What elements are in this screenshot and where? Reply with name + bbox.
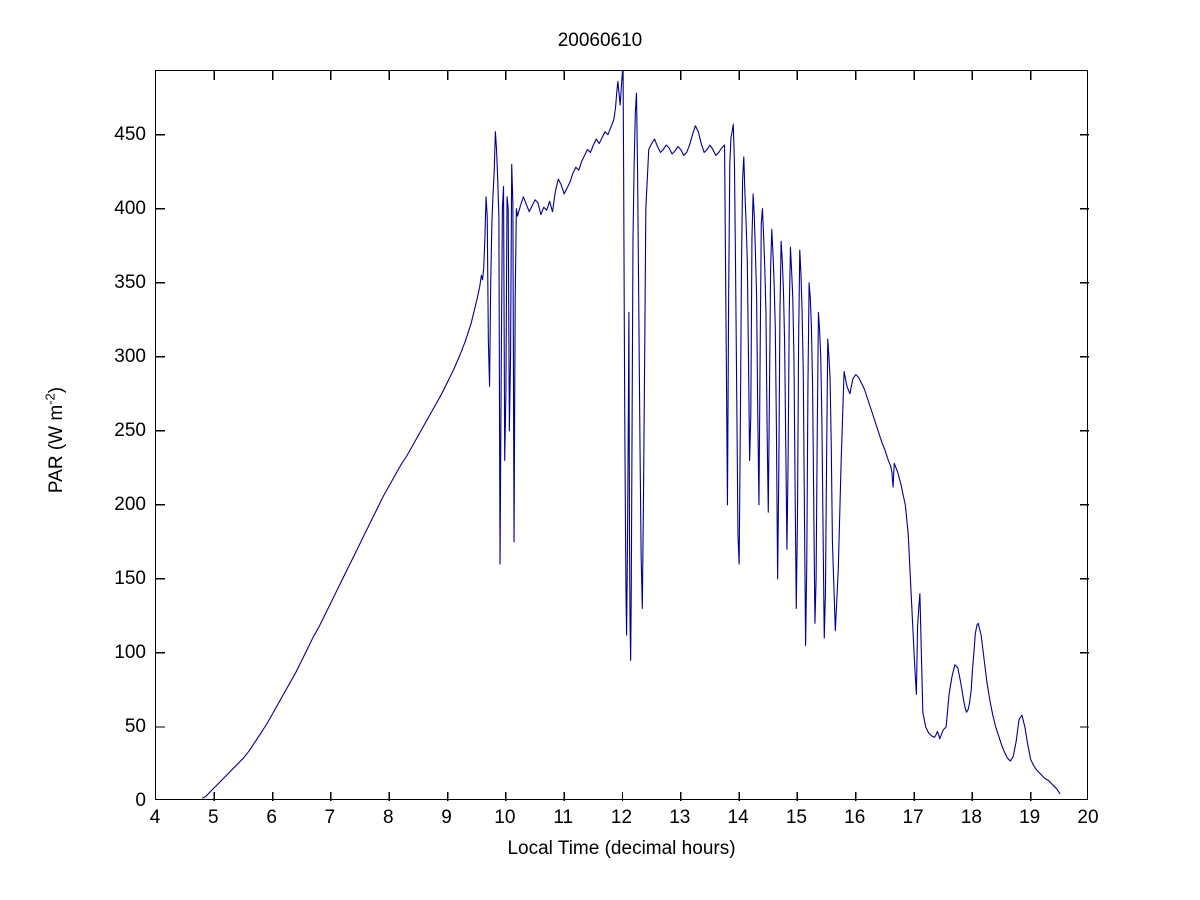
y-tick-label: 150: [114, 567, 146, 589]
x-tick-label: 20: [1077, 807, 1099, 828]
y-tick-label: 450: [114, 123, 146, 145]
y-tick-label: 200: [114, 493, 146, 515]
x-tick-label: 7: [324, 807, 336, 828]
x-tick-label: 6: [266, 807, 277, 828]
x-tick-label: 12: [610, 807, 633, 828]
x-tick-label: 13: [669, 807, 691, 828]
par-data-line: [202, 71, 1061, 799]
y-axis-ticks: [156, 133, 1089, 728]
x-axis-tick-labels: 4 5 6 7 8 9 10 11 12 13 14 15 16 17 18 19 20: [150, 807, 1099, 838]
x-axis-label: Local Time (decimal hours): [507, 838, 736, 859]
plot-area: [155, 70, 1089, 801]
x-tick-label: 8: [382, 807, 394, 828]
y-tick-label: 100: [114, 641, 146, 663]
x-tick-label: 10: [494, 807, 516, 828]
y-axis-label-wrapper: PAR (W m-2): [43, 75, 69, 805]
y-axis-label-close: ): [46, 386, 68, 394]
y-tick-label: 50: [124, 715, 146, 737]
y-tick-label: 0: [135, 790, 146, 811]
x-tick-label: 4: [149, 807, 161, 828]
plot-svg: [156, 71, 1089, 801]
x-tick-label: 19: [1019, 807, 1041, 828]
x-tick-label: 18: [960, 807, 982, 828]
x-tick-label: 15: [785, 807, 807, 828]
y-axis-label-base: PAR (W m: [46, 404, 68, 494]
x-tick-label: 16: [844, 807, 866, 828]
x-axis-ticks: [213, 71, 1032, 801]
y-tick-label: 300: [114, 345, 146, 367]
y-axis-tick-labels: 0 50 100 150 200 250 300 350 400 450: [90, 70, 146, 810]
x-tick-label: 14: [727, 807, 749, 828]
y-tick-label: 400: [114, 197, 146, 219]
y-axis-label-exponent: -2: [43, 393, 58, 405]
x-tick-label: 11: [553, 807, 574, 828]
chart-title: 20060610: [557, 30, 643, 51]
x-tick-label: 5: [208, 807, 219, 828]
x-tick-label: 17: [902, 807, 924, 828]
y-tick-label: 250: [114, 419, 146, 441]
x-tick-label: 9: [441, 807, 452, 828]
y-axis-label: PAR (W m-2): [43, 386, 68, 494]
y-tick-label: 350: [114, 271, 146, 293]
